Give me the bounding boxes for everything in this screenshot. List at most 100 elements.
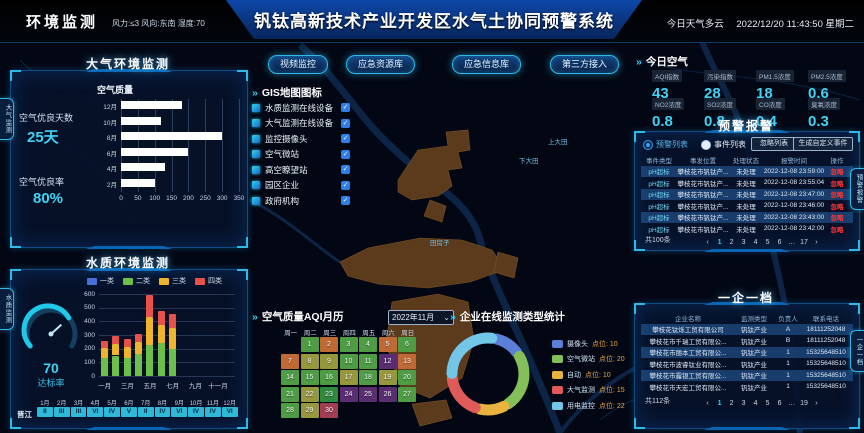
gis-layer-item[interactable]: 政府机构 ✓	[252, 193, 350, 209]
calendar-day[interactable]: 16	[320, 370, 338, 385]
prev-page-button[interactable]: ‹	[706, 239, 709, 246]
legend-swatch	[87, 277, 97, 285]
calendar-day[interactable]: 14	[281, 370, 299, 385]
layer-checkbox[interactable]: ✓	[341, 134, 350, 144]
calendar-day[interactable]: 12	[378, 353, 397, 369]
calendar-day[interactable]: 24	[339, 386, 358, 402]
layer-checkbox[interactable]: ✓	[341, 165, 350, 175]
next-page-button[interactable]: ›	[815, 400, 818, 407]
calendar-month-select[interactable]: 2022年11月 ⌄	[388, 310, 454, 325]
gis-layer-item[interactable]: 高空瞭望站 ✓	[252, 162, 350, 178]
table-cell[interactable]: 忽略	[830, 215, 844, 223]
page-button[interactable]: 5	[765, 400, 770, 407]
weekday-label: 周日	[401, 330, 415, 337]
emergency-resource-button[interactable]: 应急资源库	[346, 55, 416, 74]
calendar-day[interactable]: 4	[359, 337, 377, 352]
table-cell[interactable]: 忽略	[830, 169, 844, 177]
side-tab-air-monitoring[interactable]: 大气监测	[0, 98, 14, 140]
ignore-list-button[interactable]: 忽略列表	[751, 137, 797, 151]
table-row[interactable]: pH超标 攀枝花市钒钛产... 未处理 2022-12-08 23:42:00 忽略	[641, 223, 853, 235]
table-row[interactable]: 攀枝花钛烁工贸有限公司 钒钛产业 A 18111252048	[641, 323, 853, 335]
alarm-tab-event-list[interactable]: 事件列表	[701, 139, 746, 150]
gis-layer-item[interactable]: 水质监测在线设备 ✓	[252, 100, 350, 116]
calendar-day[interactable]: 23	[320, 386, 338, 402]
create-custom-event-button[interactable]: 生成自定义事件	[793, 137, 853, 151]
layer-checkbox[interactable]: ✓	[341, 103, 350, 113]
calendar-day[interactable]: 25	[359, 386, 377, 402]
calendar-day[interactable]: 1	[300, 337, 319, 352]
calendar-day[interactable]: 18	[359, 370, 377, 385]
page-button[interactable]: 2	[729, 239, 734, 246]
calendar-day[interactable]: 7	[281, 353, 299, 369]
table-cell[interactable]: 忽略	[830, 180, 844, 188]
third-party-access-button[interactable]: 第三方接入	[550, 55, 620, 74]
table-row[interactable]: pH超标 攀枝花市钒钛产... 未处理 2022-12-08 23:46:00 忽略	[641, 200, 853, 212]
table-row[interactable]: pH超标 攀枝花市钒钛产... 未处理 2022-12-08 23:47:00 忽略	[641, 188, 853, 200]
calendar-day[interactable]: 9	[320, 353, 338, 369]
table-row[interactable]: pH超标 攀枝花市钒钛产... 未处理 2022-12-08 23:59:00 忽略	[641, 165, 853, 177]
calendar-day[interactable]: 17	[339, 370, 358, 385]
page-button[interactable]: 3	[741, 239, 746, 246]
layer-checkbox[interactable]: ✓	[341, 196, 350, 206]
table-row[interactable]: pH超标 攀枝花市钒钛产... 未处理 2022-12-08 23:43:00 忽略	[641, 211, 853, 223]
side-tab-water-monitoring[interactable]: 水质监测	[0, 288, 14, 330]
page-button[interactable]: 1	[717, 239, 722, 246]
calendar-day[interactable]: 5	[378, 337, 397, 352]
video-monitor-button[interactable]: 视频监控	[268, 55, 329, 74]
calendar-day[interactable]: 15	[300, 370, 319, 385]
page-button[interactable]: 6	[777, 400, 782, 407]
prev-page-button[interactable]: ‹	[706, 400, 709, 407]
calendar-day[interactable]: 30	[320, 403, 338, 418]
page-ellipsis: …	[788, 239, 796, 246]
gis-layer-item[interactable]: 园区企业 ✓	[252, 178, 350, 194]
calendar-day[interactable]: 29	[300, 403, 319, 418]
side-tab-enterprise[interactable]: 一企一档	[850, 330, 864, 372]
calendar-day[interactable]: 10	[339, 353, 358, 369]
calendar-day[interactable]: 20	[398, 370, 416, 385]
calendar-day[interactable]: 13	[398, 353, 416, 369]
calendar-day[interactable]: 11	[359, 353, 377, 369]
page-button[interactable]: 1	[717, 400, 722, 407]
table-row[interactable]: 攀枝花市天宏工贸有限公... 钒钛产业 1 15325648510	[641, 381, 853, 393]
calendar-day[interactable]: 19	[378, 370, 397, 385]
table-cell[interactable]: 忽略	[830, 192, 844, 200]
calendar-day[interactable]: 27	[398, 386, 416, 402]
table-row[interactable]: 攀枝花市千瑞工贸有限公... 钒钛产业 B 18111252048	[641, 335, 853, 347]
calendar-day[interactable]: 22	[300, 386, 319, 402]
next-page-button[interactable]: ›	[815, 239, 818, 246]
layer-checkbox[interactable]: ✓	[341, 149, 350, 159]
page-button[interactable]: 5	[765, 239, 770, 246]
side-tab-alarm[interactable]: 预警报警	[850, 168, 864, 210]
calendar-day[interactable]: 3	[339, 337, 358, 352]
layer-checkbox[interactable]: ✓	[341, 180, 350, 190]
page-button[interactable]: 2	[729, 400, 734, 407]
page-button[interactable]: 6	[777, 239, 782, 246]
layer-checkbox[interactable]: ✓	[341, 118, 350, 128]
page-button[interactable]: 4	[753, 400, 758, 407]
table-cell[interactable]: 忽略	[830, 203, 844, 211]
page-button[interactable]: 3	[741, 400, 746, 407]
alarm-tab-warning-list[interactable]: 预警列表	[643, 139, 688, 150]
calendar-day[interactable]: 28	[281, 403, 299, 418]
emergency-info-button[interactable]: 应急信息库	[452, 55, 522, 74]
calendar-day[interactable]: 6	[398, 337, 416, 352]
page-button[interactable]: 4	[753, 239, 758, 246]
table-row[interactable]: 攀枝花市波睿钛业有限公... 钒钛产业 1 15325648510	[641, 358, 853, 370]
weekday-label: 周四	[342, 330, 356, 337]
gis-layer-item[interactable]: 监控摄像头 ✓	[252, 131, 350, 147]
calendar-day[interactable]: 8	[300, 353, 319, 369]
table-cell[interactable]: 忽略	[830, 226, 844, 234]
calendar-day[interactable]: 2	[320, 337, 338, 352]
radio-selected-icon[interactable]	[643, 139, 653, 150]
calendar-day[interactable]: 26	[378, 386, 397, 402]
gis-layer-item[interactable]: 大气监测在线设备 ✓	[252, 116, 350, 132]
table-row[interactable]: 攀枝花市丽本工贸有限公... 钒钛产业 1 15325648510	[641, 346, 853, 358]
calendar-day[interactable]: 21	[281, 386, 299, 402]
page-button[interactable]: 17	[800, 239, 808, 246]
radio-unselected-icon[interactable]	[701, 139, 711, 150]
page-button[interactable]: 19	[800, 400, 808, 407]
gis-layer-item[interactable]: 空气微站 ✓	[252, 147, 350, 163]
table-row[interactable]: 攀枝花市露银工贸有限公... 钒钛产业 1 15325648510	[641, 369, 853, 381]
table-row[interactable]: pH超标 攀枝花市钒钛产... 未处理 2022-12-08 23:55:04 忽略	[641, 177, 853, 189]
grid-line	[239, 99, 240, 192]
